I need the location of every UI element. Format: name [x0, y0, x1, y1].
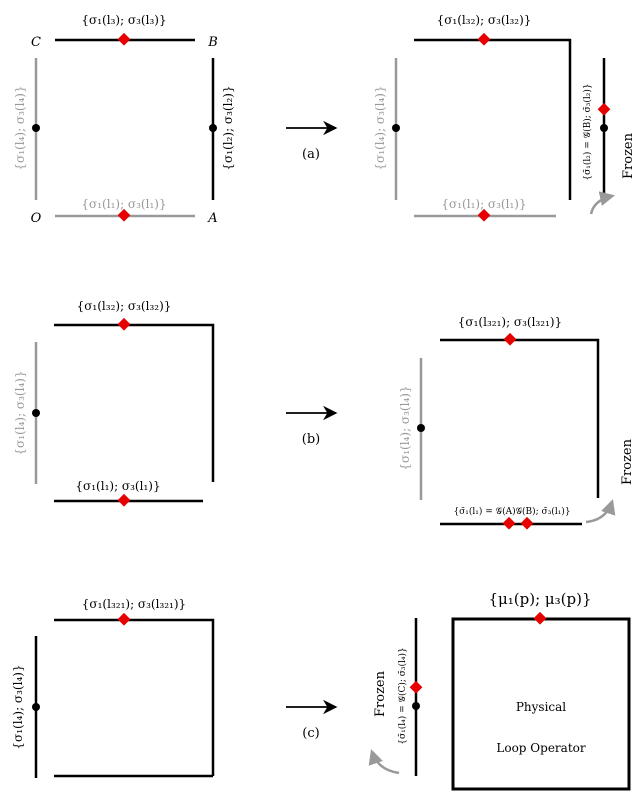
edge-right-label: {σ₁(l₂); σ₃(l₂)}	[221, 85, 235, 170]
edge-top-label: {σ₁(l₃₂₁); σ₃(l₃₂₁)}	[82, 597, 186, 611]
midpoint-marker	[117, 493, 131, 507]
edge-left-label: {σ₁(l₄); σ₃(l₄)}	[373, 85, 387, 170]
frozen-label: Frozen	[373, 670, 388, 717]
edge-left-label: {σ₁(l₄); σ₃(l₄)}	[13, 85, 27, 170]
corner-a-label: A	[207, 211, 217, 226]
junction-dot	[32, 409, 40, 417]
edge-top-right	[440, 338, 600, 498]
step-arrow-b: (b)	[286, 405, 338, 447]
midpoint-marker	[117, 208, 131, 222]
edge-top-label: {σ₁(l₃₂₁); σ₃(l₃₂₁)}	[458, 315, 562, 329]
frozen-edge-label: {σ̄₁(l₄) = 𝒢(C); σ̄₃(l₄)}	[397, 647, 408, 744]
edge-top-label: {σ₁(l₃₂); σ₃(l₃₂)}	[77, 299, 172, 313]
edge-left-label: {σ₁(l₄); σ₃(l₄)}	[13, 370, 27, 455]
junction-dot	[392, 124, 400, 132]
edge-bottom-label: {σ₁(l₁); σ₃(l₁)}	[441, 197, 526, 211]
edge-top-right	[54, 323, 215, 482]
midpoint-marker	[597, 102, 611, 116]
corner-o-label: O	[31, 211, 42, 226]
midpoint-marker	[502, 516, 516, 530]
midpoint-marker	[117, 612, 131, 626]
physical-loop-caption: Physical	[516, 700, 566, 714]
panel-b-initial: {σ₁(l₃₂); σ₃(l₃₂)} {σ₁(l₄); σ₃(l₄)} {σ₁(…	[13, 299, 215, 507]
step-label: (b)	[302, 432, 320, 447]
panel-a-result: {σ₁(l₃₂); σ₃(l₃₂)} {σ₁(l₄); σ₃(l₄)} {σ₁(…	[373, 13, 636, 222]
edge-top-label: {σ₁(l₃₂); σ₃(l₃₂)}	[437, 13, 532, 27]
junction-dot	[32, 124, 40, 132]
midpoint-marker	[520, 516, 534, 530]
edge-top-label: {σ₁(l₃); σ₃(l₃)}	[81, 13, 166, 27]
midpoint-marker	[117, 32, 131, 46]
step-arrow-c: (c)	[286, 699, 338, 741]
edge-top-right	[414, 38, 572, 200]
edge-bottom-label: {σ₁(l₁); σ₃(l₁)}	[75, 479, 160, 493]
frozen-label: Frozen	[620, 438, 635, 485]
frozen-label: Frozen	[621, 132, 636, 179]
panel-b-result: {σ₁(l₃₂₁); σ₃(l₃₂₁)} {σ₁(l₄); σ₃(l₄)} {σ…	[398, 315, 635, 530]
step-label: (a)	[302, 147, 320, 162]
frozen-curve	[368, 749, 400, 775]
midpoint-marker	[477, 32, 491, 46]
panel-c-initial: {σ₁(l₃₂₁); σ₃(l₃₂₁)} {σ₁(l₄); σ₃(l₄)}	[11, 597, 215, 778]
frozen-edge-label: {σ̄₁(l₂) = 𝒢(B); σ̄₃(l₂)}	[582, 83, 593, 180]
midpoint-marker	[477, 208, 491, 222]
frozen-edge-label: {σ̄₁(l₁) = 𝒢(A)𝒢(B); σ̄₃(l₁)}	[453, 506, 570, 517]
edge-left-label: {σ₁(l₄); σ₃(l₄)}	[11, 664, 25, 749]
junction-dot	[600, 124, 608, 132]
physical-loop-caption: Loop Operator	[496, 741, 585, 755]
panel-a-initial: {σ₁(l₃); σ₃(l₃)} C B {σ₁(l₄); σ₃(l₄)} {σ…	[13, 13, 235, 226]
edge-left-label: {σ₁(l₄); σ₃(l₄)}	[398, 385, 412, 470]
midpoint-marker	[409, 680, 423, 694]
corner-c-label: C	[31, 35, 41, 50]
frozen-curve	[589, 191, 615, 215]
midpoint-marker	[503, 332, 517, 346]
junction-dot	[32, 703, 40, 711]
frozen-curve	[585, 499, 616, 524]
midpoint-marker	[533, 611, 547, 625]
edge-bottom-label: {σ₁(l₁); σ₃(l₁)}	[81, 197, 166, 211]
step-arrow-a: (a)	[286, 120, 338, 162]
physical-loop-title: {μ₁(p); μ₃(p)}	[488, 590, 591, 608]
junction-dot	[412, 702, 420, 710]
panel-c-result: {σ̄₁(l₄) = 𝒢(C); σ̄₃(l₄)} Frozen {μ₁(p);…	[368, 590, 631, 791]
junction-dot	[417, 424, 425, 432]
midpoint-marker	[117, 317, 131, 331]
step-label: (c)	[302, 726, 319, 741]
junction-dot	[209, 124, 217, 132]
corner-b-label: B	[207, 35, 218, 50]
edge-top-right	[54, 618, 215, 776]
